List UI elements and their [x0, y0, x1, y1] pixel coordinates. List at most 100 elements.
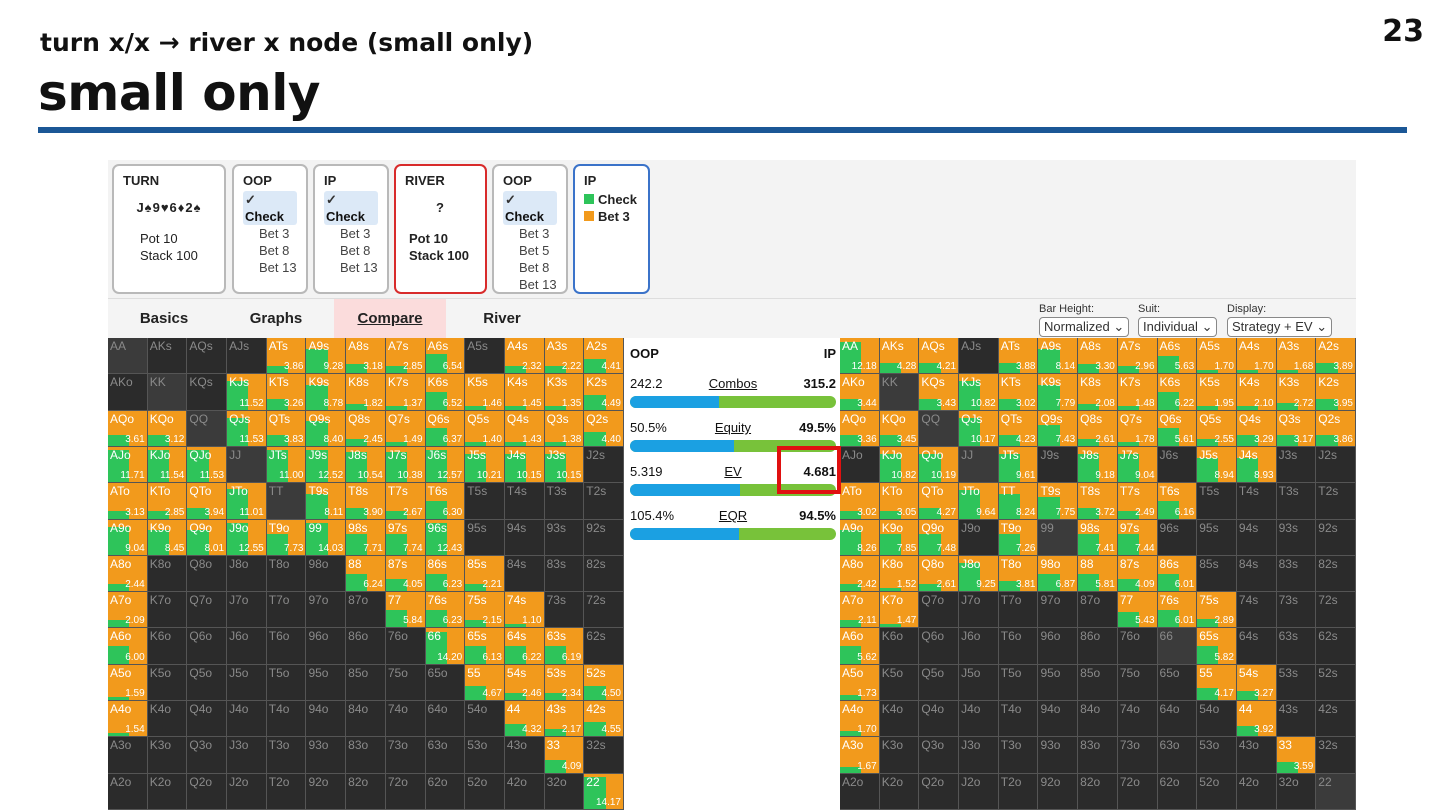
action-check[interactable]: ✓Check — [503, 191, 557, 225]
hand-cell[interactable]: AJs — [227, 338, 267, 375]
hand-cell[interactable]: T7s 2.49 — [1117, 483, 1158, 520]
hand-cell[interactable]: 73s — [544, 592, 585, 629]
hand-cell[interactable]: K7s 1.37 — [385, 374, 426, 411]
hand-cell[interactable]: 99 14.03 — [306, 519, 347, 556]
hand-cell[interactable]: 82s — [584, 555, 624, 593]
hand-cell[interactable]: T8s 3.72 — [1078, 483, 1118, 520]
hand-cell[interactable]: T3s — [1276, 483, 1317, 520]
hand-cell[interactable]: A2s 4.41 — [584, 338, 624, 375]
hand-cell[interactable]: 73s — [1276, 592, 1317, 629]
node-ip-river[interactable]: IP Check Bet 3 — [573, 164, 650, 294]
hand-cell[interactable]: 76s 6.23 — [425, 592, 466, 629]
hand-cell[interactable]: T6o — [998, 628, 1039, 665]
hand-cell[interactable]: 93o — [306, 737, 347, 774]
hand-cell[interactable]: AQo 3.36 — [840, 410, 880, 447]
metric-label[interactable]: EV — [724, 464, 742, 479]
hand-cell[interactable]: 98o 6.87 — [1038, 555, 1079, 593]
action-bet-13[interactable]: Bet 13 — [259, 260, 297, 275]
hand-cell[interactable]: 77 5.43 — [1117, 592, 1158, 629]
action-bet-8[interactable]: Bet 8 — [519, 260, 550, 275]
hand-cell[interactable]: 66 14.20 — [425, 628, 466, 665]
hand-cell[interactable]: KQo 3.12 — [147, 410, 188, 447]
hand-cell[interactable]: 64s — [1236, 628, 1277, 665]
hand-cell[interactable]: J6s — [1157, 446, 1198, 484]
hand-cell[interactable]: J9o 12.55 — [227, 519, 267, 556]
hand-cell[interactable]: T5s — [1197, 483, 1237, 520]
hand-cell[interactable]: J8s 10.54 — [346, 446, 386, 484]
hand-cell[interactable]: T6o — [266, 628, 307, 665]
hand-cell[interactable]: 74o — [385, 701, 426, 738]
hand-cell[interactable]: 72s — [1316, 592, 1356, 629]
hand-cell[interactable]: 75o — [385, 664, 426, 702]
hand-cell[interactable]: 65s 5.82 — [1197, 628, 1237, 665]
hand-cell[interactable]: T5o — [998, 664, 1039, 702]
hand-cell[interactable]: J7s 9.04 — [1117, 446, 1158, 484]
action-bet-8[interactable]: Bet 8 — [340, 243, 371, 258]
hand-cell[interactable]: 94o — [1038, 701, 1079, 738]
hand-cell[interactable]: 62s — [584, 628, 624, 665]
hand-cell[interactable]: 97o — [1038, 592, 1079, 629]
hand-cell[interactable]: Q5s 2.55 — [1197, 410, 1237, 447]
hand-cell[interactable]: A6s 6.54 — [425, 338, 466, 375]
hand-cell[interactable]: AJo — [840, 446, 880, 484]
hand-cell[interactable]: QQ — [187, 410, 228, 447]
hand-cell[interactable]: J4o — [959, 701, 999, 738]
hand-cell[interactable]: A3o 1.67 — [840, 737, 880, 774]
action-bet-3[interactable]: Bet 3 — [259, 226, 290, 241]
hand-cell[interactable]: Q6s 6.37 — [425, 410, 466, 447]
hand-cell[interactable]: T8o 3.81 — [998, 555, 1039, 593]
node-turn[interactable]: TURN J♠9♥6♦2♠ Pot 10 Stack 100 — [112, 164, 226, 294]
hand-cell[interactable]: A4s 2.32 — [504, 338, 545, 375]
hand-cell[interactable]: 75s 2.89 — [1197, 592, 1237, 629]
hand-cell[interactable]: 83o — [346, 737, 386, 774]
hand-cell[interactable]: T2s — [1316, 483, 1356, 520]
hand-cell[interactable]: 22 14.17 — [584, 773, 624, 810]
hand-cell[interactable]: 72s — [584, 592, 624, 629]
hand-cell[interactable]: K3o — [147, 737, 188, 774]
hand-cell[interactable]: 63o — [1157, 737, 1198, 774]
hand-cell[interactable]: T5o — [266, 664, 307, 702]
hand-cell[interactable]: 94s — [1236, 519, 1277, 556]
hand-cell[interactable]: 85o — [346, 664, 386, 702]
hand-cell[interactable]: 83s — [1276, 555, 1317, 593]
hand-cell[interactable]: J5s 8.94 — [1197, 446, 1237, 484]
hand-cell[interactable]: 95s — [1197, 519, 1237, 556]
hand-cell[interactable]: 87o — [1078, 592, 1118, 629]
metric-label[interactable]: EQR — [718, 508, 748, 523]
hand-cell[interactable]: J4s 10.15 — [504, 446, 545, 484]
hand-cell[interactable]: 84o — [1078, 701, 1118, 738]
hand-cell[interactable]: T6s 6.16 — [1157, 483, 1198, 520]
hand-cell[interactable]: KQo 3.45 — [879, 410, 920, 447]
hand-cell[interactable]: 75o — [1117, 664, 1158, 702]
hand-cell[interactable]: K5s 1.46 — [465, 374, 505, 411]
hand-cell[interactable]: 64s 6.22 — [504, 628, 545, 665]
hand-cell[interactable]: 62o — [425, 773, 466, 810]
legend-bet-3[interactable]: Bet 3 — [584, 208, 639, 225]
hand-cell[interactable]: 96s 12.43 — [425, 519, 466, 556]
hand-cell[interactable]: Q4o — [919, 701, 960, 738]
hand-cell[interactable]: 42o — [504, 773, 545, 810]
hand-cell[interactable]: 96o — [1038, 628, 1079, 665]
hand-cell[interactable]: QQ — [919, 410, 960, 447]
legend-check[interactable]: Check — [584, 191, 639, 208]
hand-cell[interactable]: 93s — [544, 519, 585, 556]
hand-cell[interactable]: AA — [108, 338, 148, 375]
hand-cell[interactable]: 76o — [1117, 628, 1158, 665]
hand-cell[interactable]: K5o — [879, 664, 920, 702]
hand-cell[interactable]: ATo 3.02 — [840, 483, 880, 520]
hand-cell[interactable]: J6s 12.57 — [425, 446, 466, 484]
hand-cell[interactable]: 33 4.09 — [544, 737, 585, 774]
hand-cell[interactable]: AKs — [147, 338, 188, 375]
hand-cell[interactable]: J9o — [959, 519, 999, 556]
hand-cell[interactable]: J9s 12.52 — [306, 446, 347, 484]
hand-cell[interactable]: 88 5.81 — [1078, 555, 1118, 593]
hand-cell[interactable]: AJs — [959, 338, 999, 375]
hand-cell[interactable]: 53s 2.34 — [544, 664, 585, 702]
hand-cell[interactable]: J3o — [959, 737, 999, 774]
hand-cell[interactable]: 86o — [1078, 628, 1118, 665]
hand-cell[interactable]: T4o — [998, 701, 1039, 738]
hand-cell[interactable]: Q3s 3.17 — [1276, 410, 1317, 447]
hand-cell[interactable]: KQs — [187, 374, 228, 411]
hand-cell[interactable]: 66 — [1157, 628, 1198, 665]
action-bet-5[interactable]: Bet 5 — [519, 243, 550, 258]
